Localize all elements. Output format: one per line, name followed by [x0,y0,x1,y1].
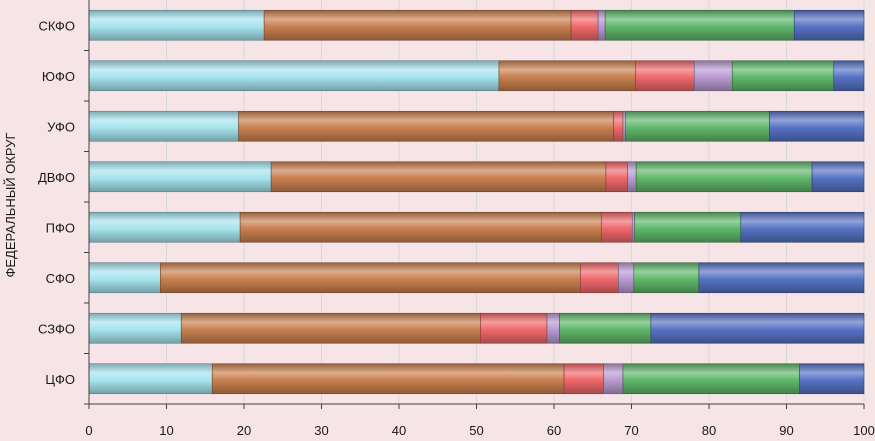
bar-СЗФО-series-4 [546,312,560,344]
bar-ЮФО-series-5 [731,60,835,92]
category-label-ЮФО: ЮФО [42,69,75,84]
bar-СКФО-series-1 [88,9,265,41]
bar-УФО-series-2 [238,110,614,142]
bar-ДВФО-series-2 [270,161,607,193]
bar-ЦФО-series-6 [799,363,865,395]
y-axis-title: ФЕДЕРАЛЬНЫЙ ОКРУГ [3,132,18,277]
bar-ПФО-series-1 [88,211,241,243]
x-tick-label-10: 10 [159,423,173,438]
bar-ДВФО-series-5 [635,161,813,193]
bar-СФО-series-1 [88,262,161,294]
bar-СКФО-series-5 [604,9,795,41]
bar-ПФО-series-5 [634,211,742,243]
bar-ПФО-series-3 [600,211,633,243]
bar-ЦФО-series-2 [211,363,565,395]
bar-СФО-series-6 [698,262,865,294]
x-tick-label-50: 50 [469,423,483,438]
bar-УФО-series-1 [88,110,239,142]
x-tick-label-80: 80 [702,423,716,438]
bar-ЮФО-series-6 [833,60,865,92]
x-tick-label-20: 20 [237,423,251,438]
bar-ЮФО-series-2 [498,60,636,92]
bar-ДВФО-series-4 [627,161,637,193]
bar-СФО-series-4 [618,262,635,294]
bar-СЗФО-series-5 [559,312,652,344]
bar-ЮФО-series-4 [693,60,733,92]
bar-СКФО-series-3 [570,9,599,41]
bar-СКФО-series-4 [597,9,606,41]
category-label-ЦФО: ЦФО [45,372,75,387]
bar-СЗФО-series-3 [480,312,548,344]
bar-УФО-series-4 [622,110,626,142]
x-tick-label-70: 70 [624,423,638,438]
bar-УФО-series-6 [769,110,865,142]
x-tick-label-30: 30 [314,423,328,438]
bar-ЦФО-series-4 [603,363,624,395]
x-tick-label-40: 40 [392,423,406,438]
bar-СФО-series-3 [580,262,619,294]
bar-СФО-series-2 [160,262,581,294]
bar-ДВФО-series-3 [605,161,628,193]
category-label-СЗФО: СЗФО [38,321,75,336]
category-label-СКФО: СКФО [38,18,75,33]
x-tick-label-60: 60 [547,423,561,438]
axes: СКФО ЮФО УФО ДВФО ПФО СФО СЗФО ЦФО 0 10 20 30 40 50 60… [38,0,875,438]
bar-ЦФО-series-1 [88,363,213,395]
bar-СФО-series-5 [633,262,700,294]
bar-УФО-series-5 [624,110,770,142]
category-label-ПФО: ПФО [46,220,75,235]
bar-СКФО-series-2 [263,9,572,41]
bar-ЦФО-series-3 [563,363,604,395]
bar-ПФО-series-6 [740,211,865,243]
bar-ЮФО-series-1 [88,60,500,92]
bar-ПФО-series-2 [239,211,602,243]
bar-УФО-series-3 [613,110,624,142]
x-tick-label-90: 90 [779,423,793,438]
category-label-УФО: УФО [47,119,75,134]
bar-СКФО-series-6 [793,9,865,41]
bar-ДВФО-series-6 [811,161,865,193]
bar-ЮФО-series-3 [635,60,695,92]
x-tick-label-0: 0 [85,423,92,438]
bar-ДВФО-series-1 [88,161,272,193]
bar-ПФО-series-4 [631,211,635,243]
category-label-СФО: СФО [46,271,75,286]
bar-СЗФО-series-1 [88,312,182,344]
category-label-ДВФО: ДВФО [38,170,75,185]
x-tick-label-100: 100 [853,423,875,438]
bar-ЦФО-series-5 [622,363,800,395]
bar-СЗФО-series-6 [650,312,865,344]
bar-СЗФО-series-2 [180,312,481,344]
